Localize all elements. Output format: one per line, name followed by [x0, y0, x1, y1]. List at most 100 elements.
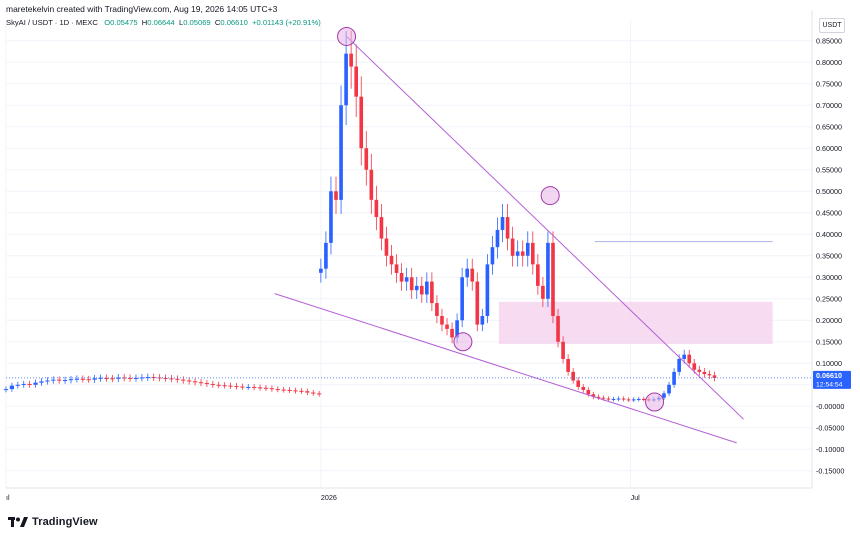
candle-down — [287, 389, 292, 391]
y-tick-label: 0.85000 — [816, 36, 842, 45]
candle-up — [631, 399, 636, 401]
candle-up — [460, 277, 464, 321]
candle-up — [133, 377, 139, 379]
candle-down — [252, 386, 257, 388]
candle-down — [169, 378, 174, 380]
candle-down — [57, 379, 62, 381]
candle-down — [702, 371, 707, 375]
candle-down — [581, 386, 586, 390]
candle-down — [359, 96, 364, 149]
candle-up — [465, 268, 470, 278]
candle-down — [228, 385, 233, 387]
symbol-name[interactable]: SkyAI / USDT · 1D · MEXC — [6, 18, 98, 27]
symbol-legend: SkyAI / USDT · 1D · MEXC O0.05475 H0.066… — [6, 18, 321, 27]
candle-up — [500, 217, 505, 230]
candle-down — [551, 242, 555, 316]
candle-down — [389, 255, 394, 265]
last-price-tag-bg — [813, 370, 851, 389]
highlight-circle — [337, 26, 357, 46]
tradingview-wordmark: TradingView — [32, 516, 98, 528]
y-tick-label: 0.70000 — [816, 101, 842, 110]
y-tick-label: 0.30000 — [816, 273, 842, 282]
candle-up — [319, 268, 323, 273]
time-axis: ıl 2026 Jul — [6, 493, 640, 502]
candle-down — [334, 191, 338, 200]
candle-down — [576, 380, 581, 387]
currency-button[interactable]: USDT — [819, 18, 845, 33]
candle-down — [86, 379, 91, 381]
candle-down — [104, 377, 109, 379]
candle-down — [435, 303, 439, 316]
highlight-circle — [453, 332, 473, 352]
y-tick-label: 0.45000 — [816, 208, 842, 217]
x-tick-label: Jul — [631, 493, 641, 502]
last-price-value: 0.06610 — [816, 371, 842, 380]
candle-down — [419, 285, 424, 295]
legend-low-label: L — [178, 18, 184, 27]
candle-down — [601, 397, 606, 399]
highlight-circle — [540, 186, 560, 206]
candle-down — [697, 369, 702, 372]
candle-down — [606, 398, 611, 400]
legend-close-label: C — [214, 18, 221, 27]
candle-down — [641, 398, 646, 400]
x-tick-label: ıl — [6, 493, 10, 502]
candle-up — [246, 386, 251, 388]
chart-zones — [498, 301, 773, 344]
candle-up — [485, 264, 490, 316]
candle-down — [586, 389, 591, 395]
candle-down — [556, 315, 560, 342]
y-tick-label: 0.50000 — [816, 187, 842, 196]
candle-down — [80, 378, 85, 380]
legend-close: 0.06610 — [220, 18, 248, 27]
candle-down — [445, 324, 449, 329]
candle-down — [305, 391, 310, 393]
candle-down — [692, 363, 697, 370]
candle-up — [116, 377, 121, 379]
candle-up — [324, 242, 328, 269]
y-tick-label: 0.35000 — [816, 251, 842, 260]
candle-up — [414, 285, 419, 291]
y-tick-label: 0.15000 — [816, 337, 842, 346]
candle-down — [530, 242, 535, 265]
candle-down — [222, 385, 227, 387]
legend-change: +0.01143 (+20.91%) — [252, 18, 321, 27]
candle-up — [682, 354, 686, 359]
candle-down — [210, 383, 215, 385]
candle-down — [510, 238, 515, 256]
candle-up — [611, 398, 616, 400]
candle-down — [470, 268, 475, 282]
y-tick-label: -0.10000 — [816, 445, 844, 454]
candle-down — [281, 389, 286, 391]
candle-down — [561, 341, 565, 359]
candle-up — [68, 379, 74, 381]
legend-low: 0.05069 — [183, 18, 211, 27]
candle-down — [198, 382, 204, 384]
candle-down — [293, 390, 298, 392]
candle-up — [21, 383, 26, 385]
candle-down — [520, 251, 525, 256]
y-tick-label: 0.20000 — [816, 316, 842, 325]
candle-down — [349, 53, 353, 67]
candle-down — [384, 238, 389, 256]
candle-down — [181, 379, 186, 381]
y-tick-label: 0.65000 — [816, 122, 842, 131]
candle-up — [74, 378, 80, 380]
chart-annotations — [274, 26, 773, 444]
candle-down — [379, 217, 384, 239]
candle-up — [546, 242, 550, 299]
candle-down — [440, 315, 444, 325]
legend-high: 0.06644 — [147, 18, 175, 27]
y-tick-label: -0.05000 — [816, 423, 844, 432]
upper-trendline — [346, 36, 744, 420]
legend-open: 0.05475 — [110, 18, 138, 27]
highlight-circle — [645, 392, 665, 412]
candle-down — [299, 390, 304, 392]
candle-up — [525, 242, 530, 256]
candle-up — [480, 315, 485, 325]
tradingview-logo-icon — [8, 516, 28, 527]
candle-down — [364, 148, 369, 170]
y-tick-label: 0.25000 — [816, 294, 842, 303]
candle-down — [450, 328, 454, 338]
